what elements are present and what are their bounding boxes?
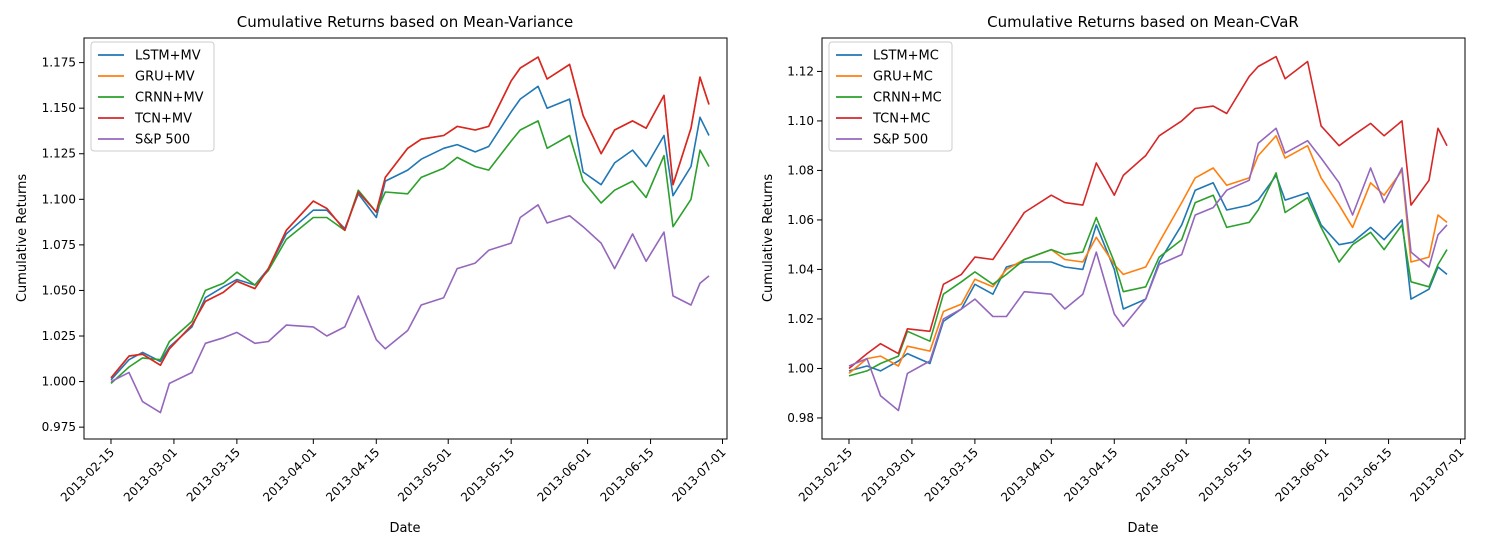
y-tick-label: 1.02	[787, 312, 814, 326]
series-line-tcn-mv	[110, 56, 710, 379]
legend-label: LSTM+MV	[135, 49, 201, 64]
axes-frame	[821, 37, 1466, 440]
y-tick-label: 1.075	[42, 238, 76, 252]
series-line-crnn-mc	[848, 172, 1448, 377]
y-tick-label: 1.050	[42, 283, 76, 297]
y-tick-label: 1.175	[42, 56, 76, 70]
y-tick-label: 1.12	[787, 64, 814, 78]
series-line-s-p-500	[110, 204, 710, 414]
legend-box	[828, 41, 953, 152]
y-tick-label: 1.150	[42, 101, 76, 115]
y-tick-label: 1.100	[42, 192, 76, 206]
legend: LSTM+MV GRU+MV CRNN+MV TCN+MV S&P 500	[90, 41, 215, 152]
y-tick-label: 1.06	[787, 213, 814, 227]
y-tick-label: 1.00	[787, 361, 814, 375]
y-tick-label: 1.04	[787, 262, 814, 276]
legend-label: S&P 500	[135, 133, 190, 148]
y-tick-label: 1.10	[787, 114, 814, 128]
y-axis-label: Cumulative Returns	[15, 174, 30, 302]
legend-label: GRU+MV	[135, 70, 195, 85]
y-tick-label: 1.025	[42, 329, 76, 343]
series-line-lstm-mv	[110, 85, 710, 381]
series-line-lstm-mc	[848, 174, 1448, 372]
y-tick-label: 1.08	[787, 163, 814, 177]
chart-title: Cumulative Returns based on Mean-Varianc…	[237, 13, 573, 31]
y-tick-label: 1.125	[42, 147, 76, 161]
x-axis-label: Date	[389, 521, 420, 536]
chart-title: Cumulative Returns based on Mean-CVaR	[987, 13, 1299, 31]
y-tick-label: 1.000	[42, 375, 76, 389]
legend-label: CRNN+MC	[873, 91, 942, 106]
series-line-gru-mc	[848, 135, 1448, 375]
legend-label: TCN+MC	[872, 112, 930, 127]
y-axis-label: Cumulative Returns	[761, 174, 776, 302]
legend-label: CRNN+MV	[135, 91, 204, 106]
x-axis-label: Date	[1127, 521, 1158, 536]
series-line-s-p-500	[848, 127, 1448, 412]
legend-label: GRU+MC	[873, 70, 933, 85]
legend-label: S&P 500	[873, 133, 928, 148]
legend-label: TCN+MV	[134, 112, 192, 127]
axes-frame	[83, 37, 728, 440]
series-line-crnn-mv	[110, 120, 710, 384]
legend: LSTM+MC GRU+MC CRNN+MC TCN+MC S&P 500	[828, 41, 953, 152]
series-line-tcn-mc	[848, 55, 1448, 370]
legend-box	[90, 41, 215, 152]
legend-label: LSTM+MC	[873, 49, 939, 64]
y-tick-label: 0.98	[787, 411, 814, 425]
y-tick-label: 0.975	[42, 420, 76, 434]
